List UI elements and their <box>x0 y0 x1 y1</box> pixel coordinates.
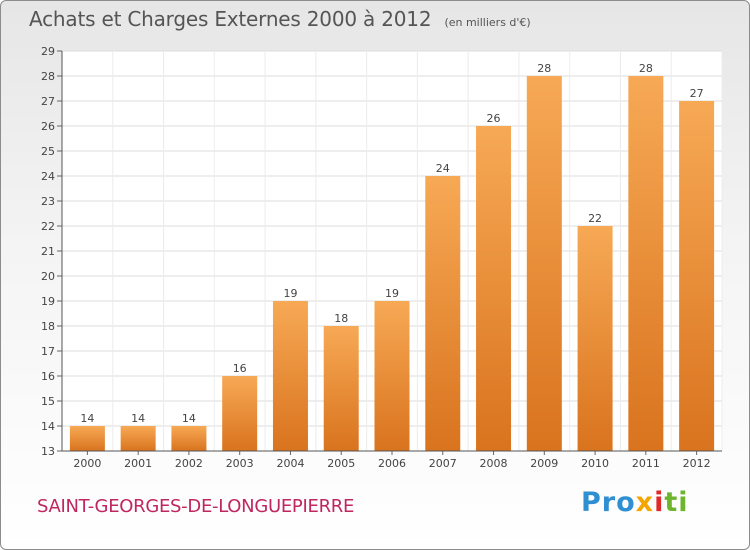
y-tick-label: 20 <box>41 270 55 283</box>
y-tick-label: 15 <box>41 395 55 408</box>
bar <box>577 226 613 451</box>
x-tick-label: 2001 <box>124 457 152 470</box>
title-row: Achats et Charges Externes 2000 à 2012 (… <box>29 7 531 31</box>
bar-value-label: 26 <box>487 112 501 125</box>
y-tick-label: 27 <box>41 95 55 108</box>
bar-value-label: 24 <box>436 162 450 175</box>
y-tick-label: 21 <box>41 245 55 258</box>
x-tick-label: 2008 <box>480 457 508 470</box>
bar-value-label: 28 <box>537 62 551 75</box>
y-tick-label: 22 <box>41 220 55 233</box>
bar-value-label: 18 <box>334 312 348 325</box>
bar-value-label: 14 <box>182 412 196 425</box>
x-tick-label: 2006 <box>378 457 406 470</box>
chart-subtitle: (en milliers d'€) <box>444 16 531 29</box>
bar-value-label: 22 <box>588 212 602 225</box>
x-tick-label: 2010 <box>581 457 609 470</box>
bar-value-label: 19 <box>283 287 297 300</box>
bar <box>323 326 359 451</box>
y-tick-label: 13 <box>41 445 55 458</box>
bar <box>374 301 410 451</box>
x-tick-label: 2003 <box>226 457 254 470</box>
y-tick-label: 26 <box>41 120 55 133</box>
x-tick-label: 2000 <box>73 457 101 470</box>
bar-value-label: 28 <box>639 62 653 75</box>
y-tick-label: 23 <box>41 195 55 208</box>
proxiti-logo: Proxiti <box>581 487 689 518</box>
bar-value-label: 16 <box>233 362 247 375</box>
logo-part-2: x <box>635 487 655 518</box>
y-tick-label: 25 <box>41 145 55 158</box>
logo-part-3: i <box>654 487 665 518</box>
bar-value-label: 19 <box>385 287 399 300</box>
x-tick-label: 2011 <box>632 457 660 470</box>
y-tick-label: 19 <box>41 295 55 308</box>
bar-value-label: 14 <box>80 412 94 425</box>
y-tick-label: 17 <box>41 345 55 358</box>
bar <box>69 426 105 451</box>
commune-name: SAINT-GEORGES-DE-LONGUEPIERRE <box>37 496 355 517</box>
bar <box>476 126 512 451</box>
x-tick-label: 2002 <box>175 457 203 470</box>
y-tick-label: 16 <box>41 370 55 383</box>
y-tick-label: 28 <box>41 70 55 83</box>
y-tick-label: 24 <box>41 170 55 183</box>
y-tick-label: 18 <box>41 320 55 333</box>
bar-value-label: 27 <box>690 87 704 100</box>
y-tick-label: 14 <box>41 420 55 433</box>
bar <box>171 426 207 451</box>
bar <box>628 76 664 451</box>
x-tick-label: 2012 <box>683 457 711 470</box>
x-tick-label: 2004 <box>276 457 304 470</box>
bar <box>272 301 308 451</box>
bar <box>526 76 562 451</box>
bar <box>425 176 461 451</box>
y-tick-label: 29 <box>41 45 55 58</box>
bar <box>222 376 258 451</box>
logo-part-4: ti <box>664 487 689 518</box>
bar-value-label: 14 <box>131 412 145 425</box>
x-tick-label: 2009 <box>530 457 558 470</box>
x-tick-label: 2005 <box>327 457 355 470</box>
bar <box>120 426 156 451</box>
chart-title: Achats et Charges Externes 2000 à 2012 <box>29 7 432 31</box>
bar <box>679 101 715 451</box>
x-tick-label: 2007 <box>429 457 457 470</box>
logo-part-1: Pro <box>581 487 636 518</box>
